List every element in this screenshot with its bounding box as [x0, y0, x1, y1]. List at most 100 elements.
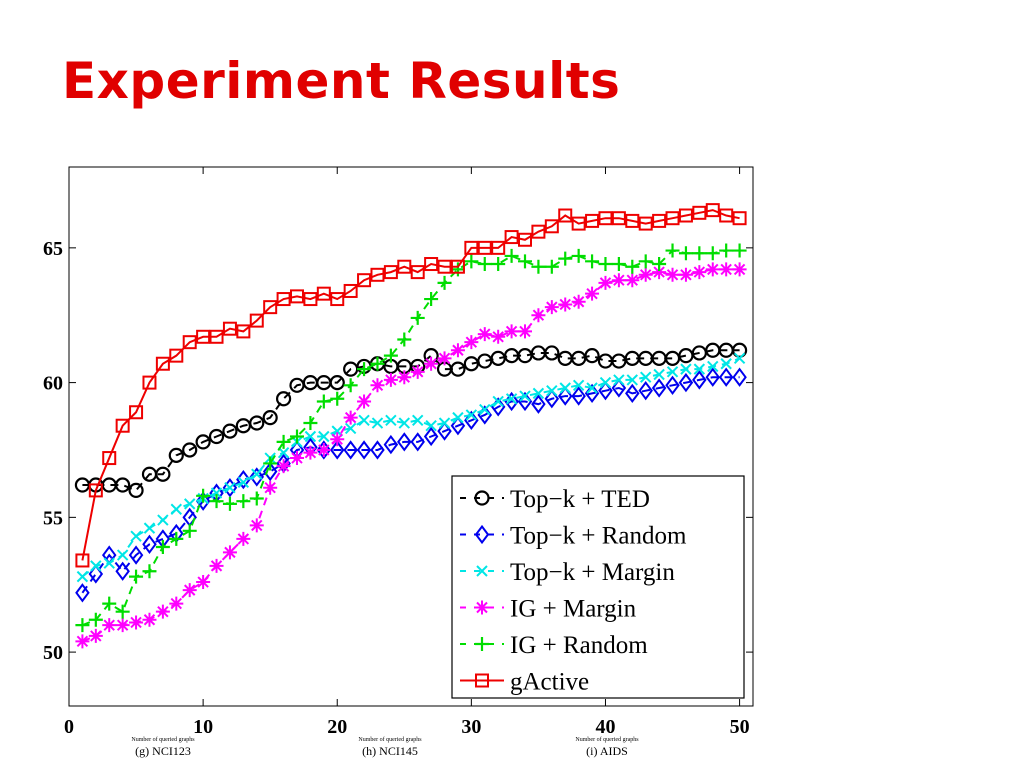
data-point: [115, 418, 130, 433]
legend: -Θ- Top−k + TED -◇- Top−k + Random -×- Top−k …: [451, 475, 745, 699]
data-point: [464, 240, 479, 255]
data-point: [276, 459, 291, 474]
data-point: [625, 273, 640, 288]
data-point: [90, 560, 102, 572]
data-point: [586, 382, 598, 394]
data-point: [678, 267, 693, 282]
data-point: [477, 257, 492, 272]
data-point: [343, 410, 358, 425]
data-point: [155, 539, 170, 554]
data-point: [357, 362, 372, 377]
data-point: [638, 216, 653, 231]
data-point: [652, 257, 667, 272]
data-point: [572, 379, 585, 392]
data-point: [222, 496, 237, 511]
data-point: [464, 254, 479, 269]
series-line-4: [82, 249, 740, 627]
data-point: [585, 286, 600, 301]
data-point: [652, 265, 667, 280]
data-point: [210, 487, 223, 499]
data-point: [611, 257, 626, 272]
data-point: [155, 356, 170, 371]
data-point: [196, 488, 211, 503]
data-point: [450, 416, 466, 436]
data-point: [290, 451, 304, 466]
data-point: [437, 259, 452, 274]
data-point: [425, 420, 437, 432]
data-point: [437, 421, 452, 441]
caption-faded: Number of queried graphs: [575, 736, 639, 743]
x-tick-label: 30: [461, 716, 481, 738]
data-point: [236, 324, 251, 339]
data-point: [626, 374, 639, 386]
data-point: [343, 283, 358, 298]
data-point: [491, 329, 506, 344]
data-point: [665, 375, 680, 395]
data-point: [169, 348, 184, 363]
data-point: [383, 348, 398, 363]
data-point: [558, 251, 573, 266]
data-point: [196, 329, 211, 344]
data-point: [115, 604, 130, 619]
data-point: [519, 390, 531, 402]
data-point: [666, 366, 679, 378]
data-point: [182, 523, 197, 538]
data-point: [424, 292, 439, 307]
data-point: [585, 254, 600, 269]
legend-marker: [474, 524, 490, 545]
data-point: [102, 618, 117, 633]
series-0: [74, 342, 748, 498]
data-point: [398, 417, 411, 429]
subfigure-caption: (h) NCI145: [362, 744, 418, 758]
data-point: [128, 482, 144, 498]
legend-marker: [475, 600, 489, 615]
data-point: [452, 411, 464, 424]
x-tick-label: 50: [730, 716, 750, 738]
data-point: [518, 232, 532, 247]
data-point: [491, 240, 506, 255]
data-point: [638, 267, 653, 282]
data-point: [732, 243, 747, 258]
data-point: [423, 426, 439, 447]
legend-marker: [475, 673, 489, 688]
y-tick-label: 50: [43, 642, 63, 664]
data-point: [705, 367, 721, 387]
data-point: [318, 430, 330, 443]
data-point: [169, 596, 184, 611]
data-point: [410, 265, 425, 280]
data-point: [504, 248, 519, 263]
data-point: [705, 203, 720, 218]
data-point: [196, 575, 211, 590]
data-point: [707, 360, 719, 373]
data-point: [157, 514, 169, 526]
data-point: [249, 467, 265, 487]
data-point: [128, 545, 144, 565]
data-point: [544, 259, 559, 274]
series-5: [75, 203, 747, 568]
data-point: [731, 342, 748, 358]
data-point: [371, 417, 384, 429]
data-point: [344, 422, 357, 435]
data-point: [236, 531, 251, 546]
data-point: [410, 310, 425, 325]
data-point: [370, 356, 385, 371]
data-point: [75, 618, 90, 633]
legend-entry: -◇- Top−k + Random: [460, 523, 687, 550]
data-point: [437, 275, 452, 290]
data-point: [613, 374, 625, 386]
data-point: [249, 491, 264, 506]
data-point: [504, 324, 519, 339]
x-tick-label: 40: [595, 716, 615, 738]
data-point: [316, 286, 331, 301]
data-point: [558, 208, 573, 223]
data-point: [142, 564, 157, 579]
subfigure-caption: (i) AIDS: [586, 744, 628, 758]
data-point: [437, 351, 452, 366]
series-3: [75, 262, 747, 649]
y-tick-label: 55: [43, 507, 63, 529]
data-point: [625, 259, 640, 274]
data-point: [370, 267, 385, 282]
series-2: [76, 352, 746, 583]
data-point: [115, 477, 131, 493]
data-point: [182, 442, 198, 458]
